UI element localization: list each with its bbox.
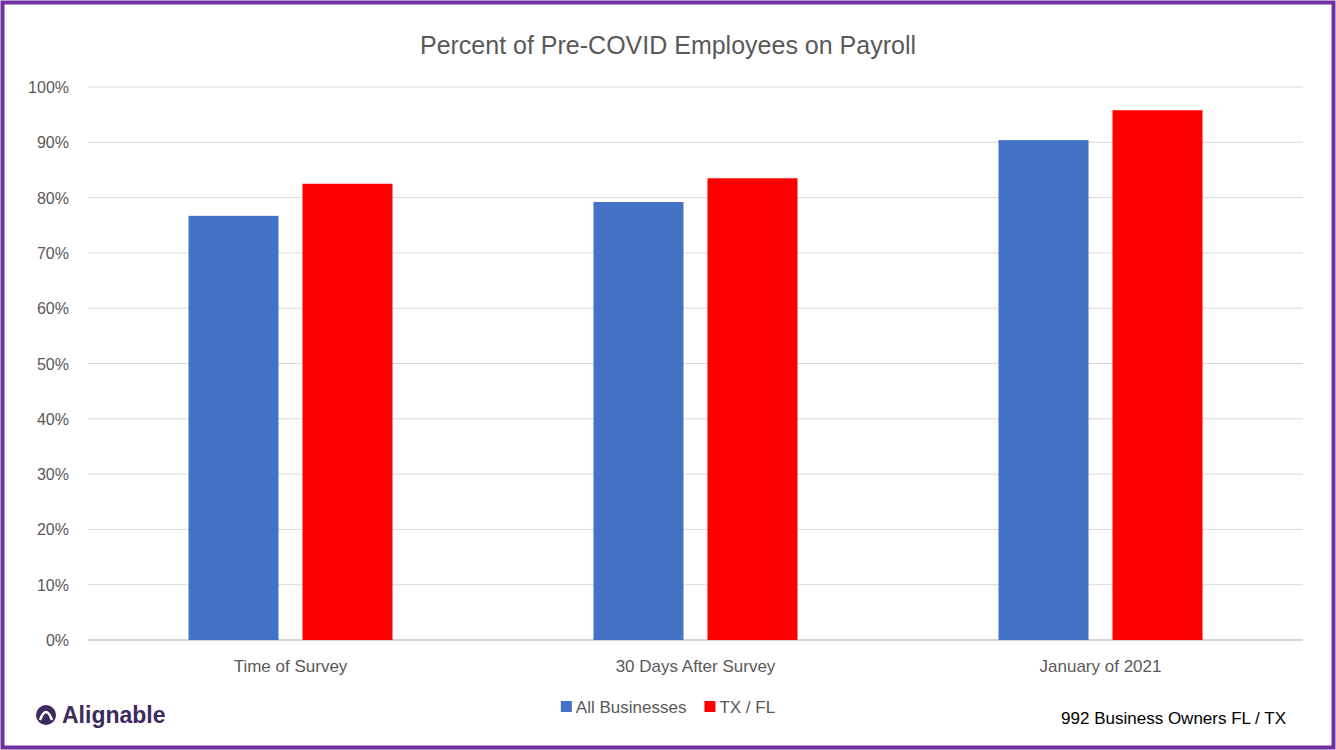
logo: Alignable <box>36 702 166 728</box>
y-tick-label: 100% <box>28 79 69 96</box>
bar <box>189 216 279 640</box>
frame <box>3 3 1334 748</box>
background <box>0 0 1336 750</box>
annotation: 992 Business Owners FL / TX <box>1061 709 1286 728</box>
bar <box>1113 110 1203 640</box>
y-tick-label: 10% <box>37 577 69 594</box>
legend: All Businesses TX / FL <box>561 698 775 717</box>
logo-text: Alignable <box>62 702 166 728</box>
legend-label: TX / FL <box>719 698 775 717</box>
logo-icon <box>36 705 56 725</box>
legend-swatch <box>704 701 715 712</box>
bars <box>189 110 1203 640</box>
y-tick-label: 40% <box>37 411 69 428</box>
y-tick-label: 60% <box>37 300 69 317</box>
y-tick-label: 50% <box>37 356 69 373</box>
chart: Percent of Pre-COVID Employees on Payrol… <box>0 0 1336 750</box>
grid-line <box>88 87 1303 88</box>
grid <box>88 87 1303 640</box>
x-tick-label: Time of Survey <box>234 657 348 676</box>
legend-swatch <box>561 701 572 712</box>
x-tick-label: 30 Days After Survey <box>616 657 776 676</box>
y-tick-label: 20% <box>37 521 69 538</box>
y-tick-label: 80% <box>37 190 69 207</box>
title: Percent of Pre-COVID Employees on Payrol… <box>420 31 916 59</box>
x-tick-label: January of 2021 <box>1040 657 1162 676</box>
y-tick-label: 30% <box>37 466 69 483</box>
bar <box>303 184 393 640</box>
bar <box>594 202 684 640</box>
logo-icon-mark <box>40 712 52 720</box>
bar <box>708 178 798 640</box>
legend-label: All Businesses <box>576 698 687 717</box>
y-tick-label: 70% <box>37 245 69 262</box>
y-tick-label: 0% <box>46 632 69 649</box>
bar <box>999 140 1089 640</box>
y-tick-label: 90% <box>37 134 69 151</box>
